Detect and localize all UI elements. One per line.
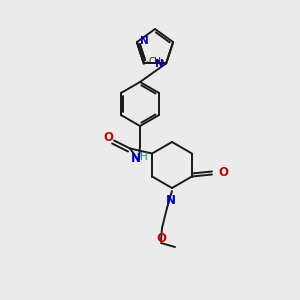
Text: N: N (140, 36, 149, 46)
Text: O: O (156, 232, 166, 244)
Text: N: N (166, 194, 176, 207)
Text: N: N (155, 59, 164, 69)
Text: O: O (103, 131, 113, 144)
Text: O: O (218, 166, 228, 179)
Text: H: H (140, 152, 148, 162)
Text: CH₃: CH₃ (149, 57, 166, 66)
Text: N: N (131, 152, 141, 164)
